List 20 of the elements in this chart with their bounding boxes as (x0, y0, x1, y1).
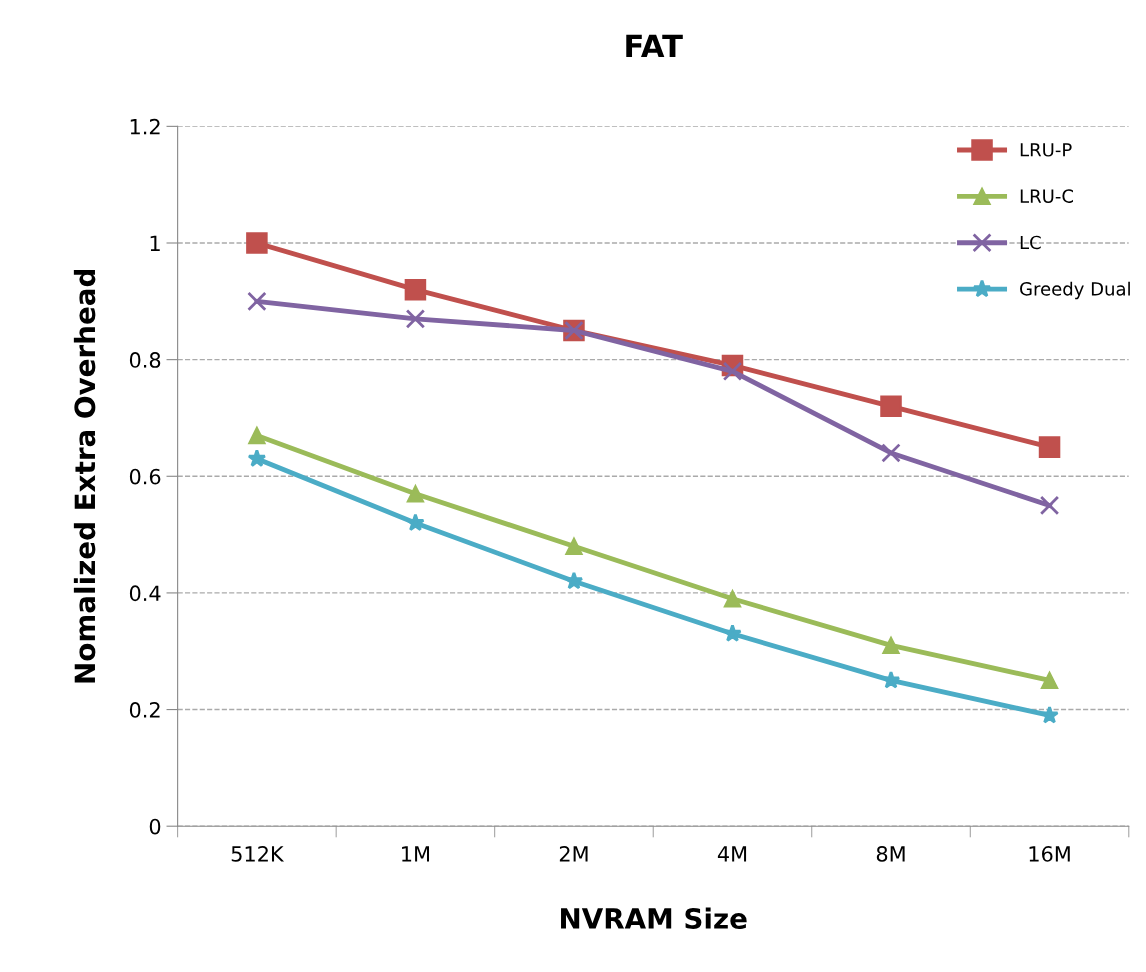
x-tick-label: 4M (717, 846, 747, 862)
x-tick-label: 1M (402, 846, 430, 862)
legend-label: Greedy Dual (1020, 281, 1130, 300)
y-tick-label: 1.2 (130, 118, 160, 135)
x-tick-label: 8M (876, 846, 905, 862)
y-tick-label: 0.6 (129, 468, 161, 485)
y-tick-label: 0 (149, 818, 161, 835)
y-tick-label: 0.4 (129, 585, 161, 602)
x-axis-title: NVRAM Size (561, 907, 747, 929)
x-tick-label: 16M (1029, 846, 1070, 862)
legend-label: LC (1020, 235, 1041, 250)
y-axis-title: Nomalized Extra Overhead (73, 269, 96, 683)
y-tick-label: 0.8 (129, 352, 161, 368)
legend-label: LRU-P (1020, 143, 1072, 157)
legend-label: LRU-C (1020, 189, 1074, 203)
chart-title: FAT (626, 34, 683, 57)
x-tick-label: 2M (559, 846, 588, 862)
y-tick-label: 0.2 (129, 702, 160, 718)
x-tick-label: 512K (231, 846, 285, 862)
y-tick-label: 1 (150, 235, 160, 251)
